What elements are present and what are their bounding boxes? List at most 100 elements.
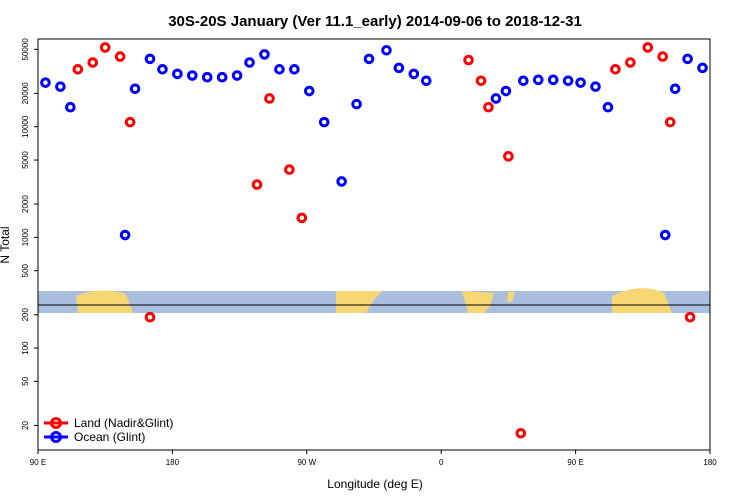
ocean-point [697,62,708,74]
legend-item-ocean: Ocean (Glint) [44,430,145,444]
ocean-point [381,45,392,56]
ocean-point [336,176,347,187]
land-australia [612,288,672,313]
land-point [610,64,621,75]
x-tick-label: 0 [439,458,444,467]
x-tick-label: 180 [703,458,717,467]
land-point [503,151,514,162]
ocean-point [532,74,544,86]
ocean-point [244,57,255,68]
ocean-point [157,64,168,75]
y-tick-label: 10000 [21,115,30,138]
legend-ocean-marker [50,431,62,443]
ocean-point [408,68,420,80]
land-africa [336,291,382,313]
ocean-point [119,229,131,241]
ocean-point [659,229,671,241]
land-point [296,212,308,224]
legend-land-marker [50,417,62,429]
ocean-point [669,83,681,95]
land-point [483,101,494,113]
x-axis-ticks: 90 E 180 90 W 0 90 E 180 [30,450,717,467]
ocean-point [274,64,285,75]
ocean-band [38,291,710,313]
ocean-point [259,49,270,60]
y-tick-label: 20000 [21,82,30,105]
ocean-point [55,81,66,92]
series-ocean [40,45,708,241]
x-axis-label: Longitude (deg E) [327,477,422,491]
land-point [87,57,99,68]
land-point [515,427,527,439]
series-land [72,42,696,439]
land-point [657,51,669,62]
y-axis-label: N Total [0,226,12,263]
land-point [144,311,156,323]
land-point [124,116,136,128]
y-axis-ticks: 20 50 100 200 500 1000 2000 5000 10000 20000 50000 [21,38,38,430]
ocean-point [547,74,559,86]
ocean-point [144,53,156,65]
ocean-point [602,101,614,113]
ocean-point [682,53,693,65]
ocean-point [216,71,228,83]
land-point [99,42,111,53]
ocean-point [187,70,198,81]
ocean-point [318,116,330,128]
x-tick-label: 90 E [30,458,46,467]
plot-frame [37,38,711,451]
ocean-point [490,93,502,104]
map-band [38,288,710,313]
ocean-point [500,85,512,97]
ocean-point [575,77,586,88]
y-tick-label: 2000 [21,195,30,213]
land-point [284,164,295,175]
ocean-point [420,75,432,87]
legend: Land (Nadir&Glint) Ocean (Glint) [41,414,191,446]
land-point [664,116,676,128]
land-point [114,51,126,62]
y-tick-label: 5000 [21,151,30,169]
ocean-point [289,64,300,75]
land-madagascar [462,291,494,313]
land-point [684,311,696,323]
x-tick-label: 90 E [567,458,583,467]
y-tick-label: 200 [21,308,30,322]
chart-title: 30S-20S January (Ver 11.1_early) 2014-09… [168,13,582,30]
legend-ocean-label: Ocean (Glint) [74,430,145,444]
land-point [251,179,263,190]
land-point [475,75,487,87]
ocean-point [393,62,405,74]
legend-background [41,414,191,446]
legend-item-land: Land (Nadir&Glint) [44,416,173,430]
ocean-point [518,75,529,87]
y-tick-label: 50 [21,376,30,385]
land-island [507,292,515,302]
legend-land-label: Land (Nadir&Glint) [74,416,173,430]
x-tick-label: 180 [166,458,180,467]
y-tick-label: 1000 [21,228,30,246]
ocean-point [40,77,51,88]
land-point [264,93,275,104]
land-point [463,54,474,66]
ocean-point [129,83,141,95]
ocean-point [65,101,76,113]
ocean-point [303,85,315,97]
y-tick-label: 500 [21,263,30,277]
y-tick-label: 50000 [21,38,30,61]
ocean-point [351,98,362,110]
ocean-point [590,81,601,92]
ocean-point [172,68,183,80]
data-points [40,42,708,439]
y-tick-label: 20 [21,420,30,429]
land-point [72,64,84,75]
x-tick-label: 90 W [297,458,316,467]
ocean-point [201,71,213,83]
land-point [642,42,654,53]
ocean-point [562,75,574,87]
land-point [625,57,636,68]
ocean-point [231,70,243,81]
y-tick-label: 100 [21,341,30,355]
ocean-point [363,53,375,65]
